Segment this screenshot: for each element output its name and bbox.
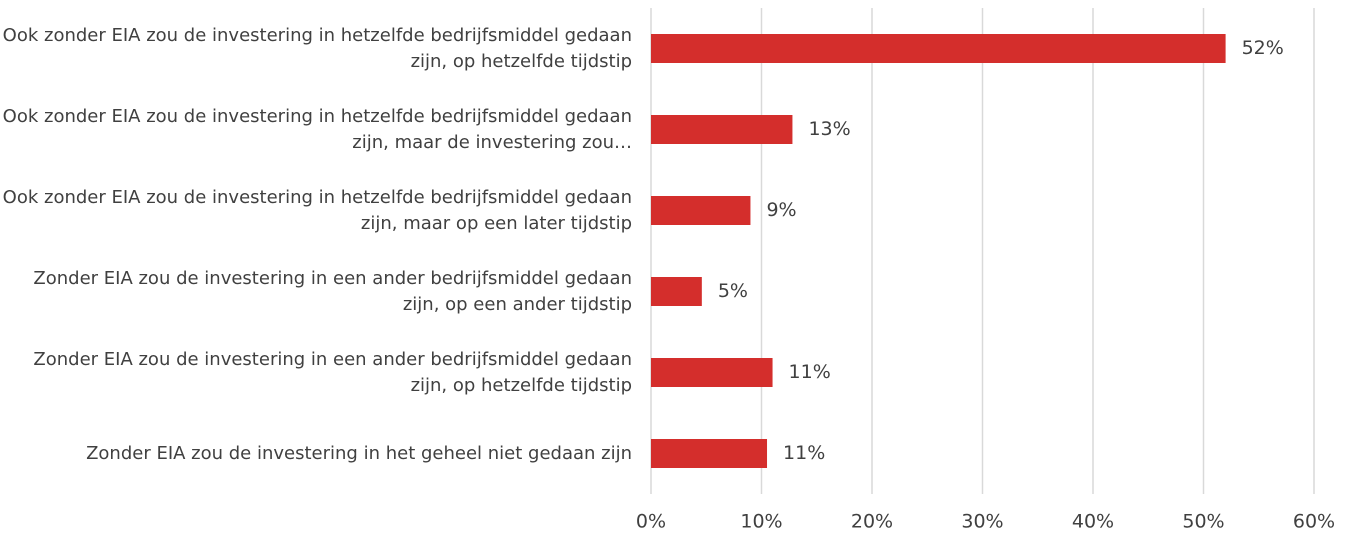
- bar: [651, 115, 793, 144]
- category-label: Zonder EIA zou de investering in een and…: [33, 348, 632, 396]
- x-tick-label: 20%: [851, 511, 893, 533]
- category-label: Zonder EIA zou de investering in een and…: [33, 267, 632, 315]
- value-label: 11%: [789, 361, 831, 383]
- category-label: Ook zonder EIA zou de investering in het…: [2, 24, 632, 72]
- bar: [651, 34, 1226, 63]
- category-label: Ook zonder EIA zou de investering in het…: [2, 105, 632, 153]
- value-label: 11%: [783, 442, 825, 464]
- x-tick-label: 0%: [636, 511, 666, 533]
- category-label: Zonder EIA zou de investering in het geh…: [86, 442, 632, 464]
- value-label: 52%: [1242, 37, 1284, 59]
- bar: [651, 358, 773, 387]
- bar: [651, 196, 751, 225]
- x-tick-label: 50%: [1182, 511, 1224, 533]
- value-label: 9%: [766, 199, 796, 221]
- x-tick-label: 30%: [961, 511, 1003, 533]
- value-label: 5%: [718, 280, 748, 302]
- x-tick-label: 60%: [1293, 511, 1335, 533]
- value-label: 13%: [808, 118, 850, 140]
- bar: [651, 277, 702, 306]
- category-label: Ook zonder EIA zou de investering in het…: [2, 186, 632, 234]
- x-tick-label: 10%: [740, 511, 782, 533]
- x-tick-label: 40%: [1072, 511, 1114, 533]
- bar: [651, 439, 768, 468]
